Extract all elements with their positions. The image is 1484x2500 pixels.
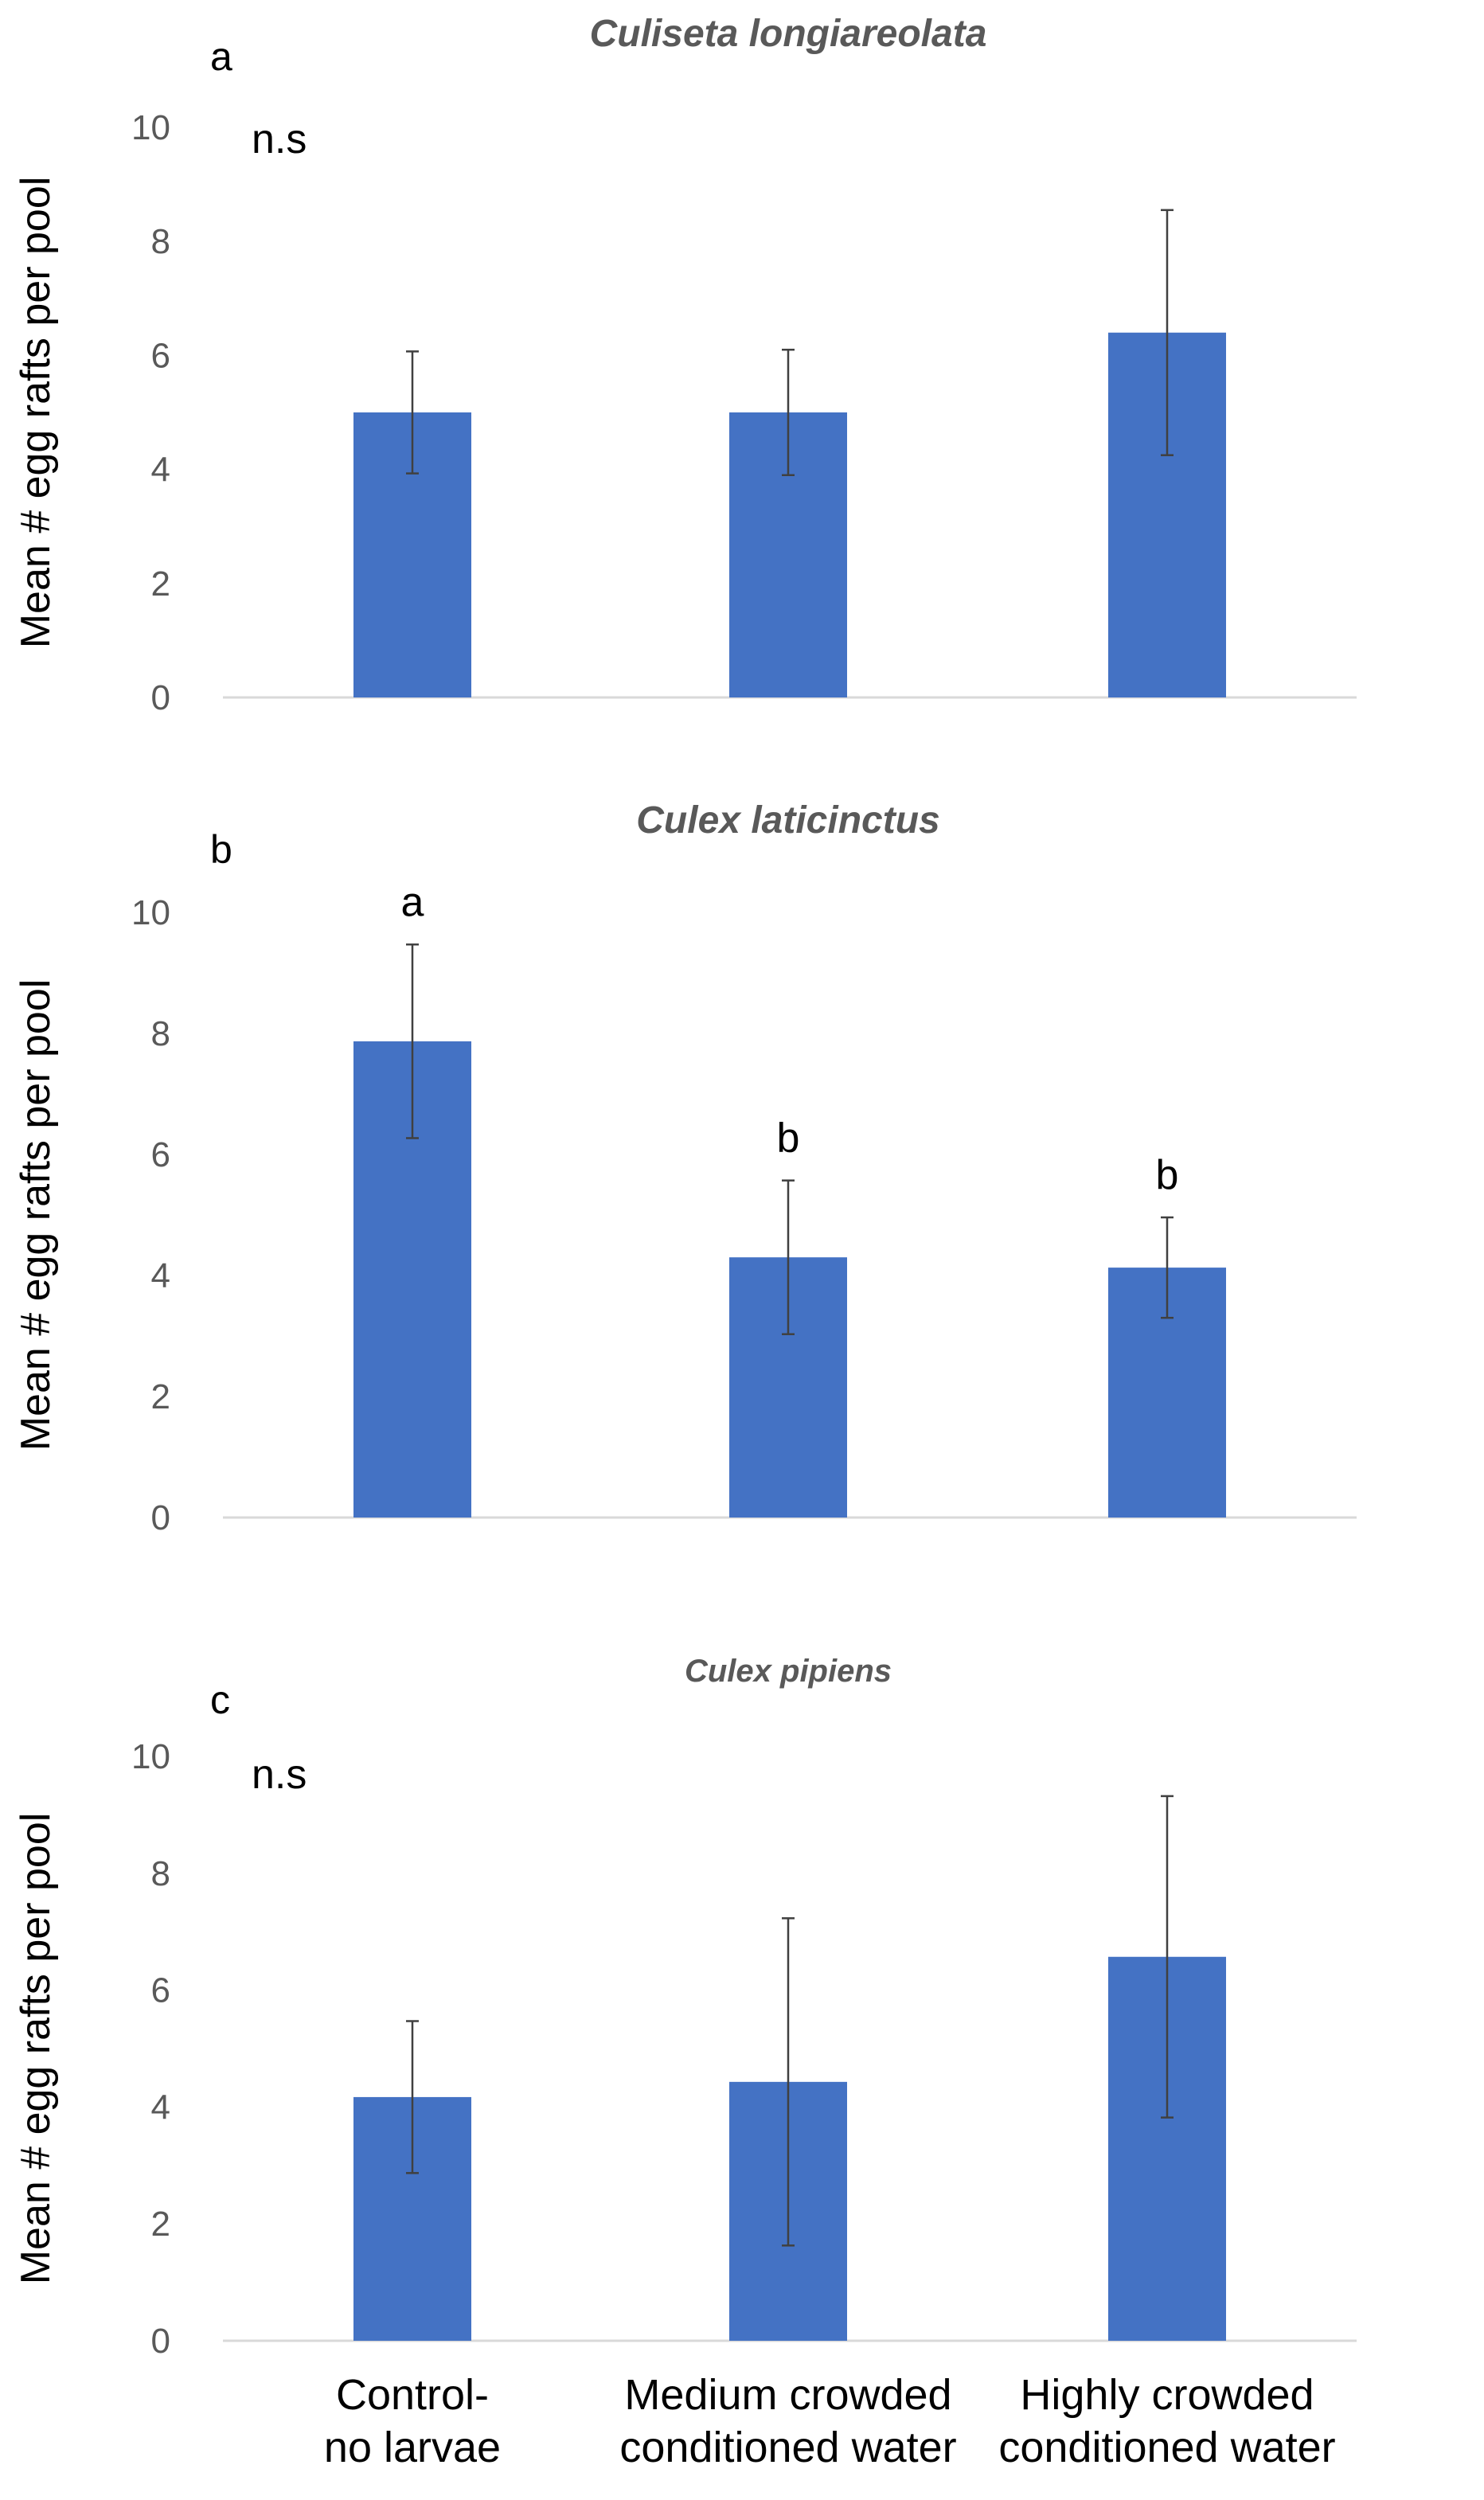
y-axis-title: Mean # egg rafts per pool (13, 979, 59, 1451)
x-category-label: conditioned water (998, 2424, 1335, 2471)
panel-label: a (210, 34, 232, 79)
y-tick-label: 2 (151, 564, 170, 604)
y-axis-title: Mean # egg rafts per pool (13, 1813, 59, 2285)
y-tick-label: 6 (151, 1135, 170, 1174)
chart-title: Culex pipiens (685, 1654, 892, 1689)
panel-label: b (210, 827, 232, 872)
bar-significance-letter: b (777, 1115, 800, 1162)
y-tick-label: 8 (151, 1014, 170, 1053)
panel-label: c (210, 1678, 230, 1722)
chart-panel-b: Culex laticinctus b Mean # egg rafts per p… (13, 799, 1357, 1537)
y-tick-label: 6 (151, 336, 170, 375)
bar-significance-letter: a (401, 879, 424, 925)
y-tick-label: 0 (151, 2322, 170, 2361)
y-tick-label: 2 (151, 2205, 170, 2244)
y-tick-label: 4 (151, 2088, 170, 2127)
x-category-label: Highly crowded (1020, 2371, 1314, 2419)
x-category-label: Control- (336, 2371, 489, 2419)
chart-panel-c: Culex pipiens c Mean # egg rafts per pool 0… (13, 1654, 1357, 2361)
y-tick-label: 6 (151, 1971, 170, 2010)
chart-panel-a: Culiseta longiareolata a Mean # egg rafts … (13, 13, 1357, 717)
chart-title: Culiseta longiareolata (590, 13, 987, 55)
significance-annotation: n.s (252, 1752, 307, 1798)
y-tick-label: 10 (131, 108, 170, 147)
x-axis-category-labels: Control-no larvae Medium crowded condition… (324, 2371, 1336, 2471)
y-tick-label: 2 (151, 1377, 170, 1416)
x-category-label: Medium crowded (624, 2371, 951, 2419)
bar-significance-letter: b (1156, 1152, 1179, 1198)
y-tick-label: 0 (151, 1498, 170, 1537)
significance-annotation: n.s (252, 116, 307, 162)
y-tick-label: 4 (151, 1256, 170, 1295)
y-axis-title: Mean # egg rafts per pool (13, 177, 59, 649)
y-tick-label: 10 (131, 893, 170, 932)
y-tick-label: 4 (151, 451, 170, 490)
x-category-label: no larvae (324, 2424, 501, 2471)
y-tick-label: 8 (151, 1854, 170, 1893)
y-tick-label: 0 (151, 678, 170, 717)
x-category-label: conditioned water (619, 2424, 956, 2471)
y-tick-label: 8 (151, 222, 170, 261)
y-tick-label: 10 (131, 1737, 170, 1776)
chart-title: Culex laticinctus (636, 799, 939, 842)
